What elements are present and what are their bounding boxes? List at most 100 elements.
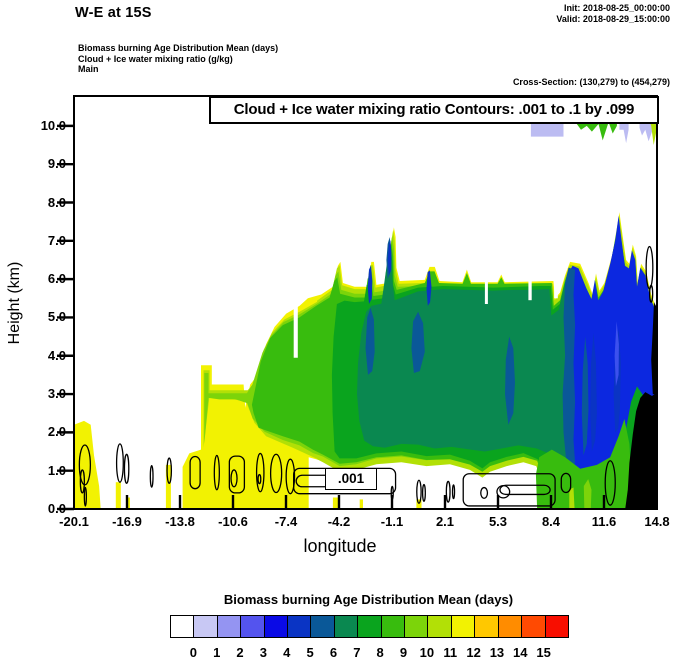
page-title: W-E at 15S (75, 5, 152, 21)
x-tick-label: -7.4 (274, 514, 298, 529)
x-tick-label: -4.2 (327, 514, 351, 529)
contour-blob (230, 469, 238, 488)
region-white-notch-1 (484, 275, 488, 304)
contour-blob (445, 480, 451, 503)
field-descriptions: Biomass burning Age Distribution Mean (d… (78, 43, 278, 75)
colorbar-cell (428, 616, 452, 637)
colorbar-tick-label: 10 (419, 645, 435, 660)
contour-blob (499, 484, 551, 496)
y-tick-label: 3.0 (47, 386, 66, 402)
colorbar-cell (498, 616, 523, 637)
y-tick-label: 4.0 (47, 347, 66, 363)
region-navy-streak-1 (590, 332, 597, 452)
colorbar-tick-label: 12 (466, 645, 481, 660)
field-line-3: Main (78, 64, 99, 74)
y-tick-label: 5.0 (47, 309, 66, 325)
region-teal-streak (581, 336, 589, 456)
contour-blob (560, 472, 572, 494)
contour-blob (115, 443, 124, 483)
y-tick-label: 7.0 (47, 232, 66, 248)
init-time: Init: 2018-08-25_00:00:00 (563, 3, 670, 13)
contour-blob (83, 486, 88, 507)
contour-blob (480, 486, 489, 499)
colorbar-tick-label: 8 (376, 645, 384, 660)
region-navy-sliver-3 (426, 270, 432, 306)
colorbar-cell (405, 616, 429, 637)
region-teal-blue-boundary (562, 267, 576, 473)
contour-blob (269, 453, 283, 494)
colorbar-cell (194, 616, 218, 637)
region-navy-sliver-2 (367, 265, 373, 304)
colorbar-cell (217, 616, 242, 637)
x-tick-label: 2.1 (435, 514, 455, 529)
colorbar-tick-label: 6 (329, 645, 338, 660)
contour-blob (604, 460, 616, 506)
x-tick-label: -13.8 (165, 514, 195, 529)
region-teal-blob-3 (505, 336, 515, 425)
contour-blob (416, 479, 422, 504)
y-tick-label: 6.0 (47, 271, 66, 287)
region-white-notch-4 (293, 302, 298, 358)
colorbar-cell (358, 616, 382, 637)
region-white-notch-2 (528, 275, 532, 301)
x-tick-label: -16.9 (112, 514, 142, 529)
run-times: Init: 2018-08-25_00:00:00 Valid: 2018-08… (556, 3, 670, 25)
contour-blob (149, 465, 154, 488)
contour-blob (451, 484, 456, 500)
x-tick-label: 14.8 (644, 514, 670, 529)
colorbar-cell (334, 616, 359, 637)
contour-blob (648, 284, 654, 303)
field-line-2: Cloud + Ice water mixing ratio (g/kg) (78, 53, 233, 64)
contour-blob (189, 455, 201, 490)
colorbar-cell (311, 616, 335, 637)
colorbar-tick-label: 14 (513, 645, 528, 660)
contour-blob (228, 455, 246, 494)
y-tick-label: 1.0 (47, 462, 66, 478)
colorbar-tick-label: 13 (489, 645, 505, 660)
field-line-1: Biomass burning Age Distribution Mean (d… (78, 43, 279, 53)
y-tick-label: 8.0 (47, 194, 66, 210)
cross-section-coords: Cross-Section: (130,279) to (454,279) (512, 77, 670, 87)
colorbar-cell (381, 616, 406, 637)
colorbar-tick-label: 15 (536, 645, 551, 660)
chart-title-box: Cloud + Ice water mixing ratio Contours:… (209, 96, 659, 124)
valid-time: Valid: 2018-08-29_15:00:00 (556, 14, 670, 24)
contour-blob (166, 457, 173, 484)
region-terrain-black-upper (651, 302, 657, 395)
colorbar-tick-label: 11 (443, 645, 458, 660)
x-tick-label: 5.3 (488, 514, 508, 529)
y-tick-label: 9.0 (47, 156, 66, 172)
region-bottom-right-green-band (535, 419, 632, 509)
x-tick-label: -20.1 (59, 514, 89, 529)
colorbar-tick-label: 5 (306, 645, 314, 660)
colorbar-tick-label: 0 (189, 645, 197, 660)
contour-blob (462, 473, 556, 507)
x-tick-label: 11.6 (591, 514, 617, 529)
contour-blob (645, 245, 654, 290)
x-axis-title: longitude (303, 536, 377, 556)
contour-blob (257, 473, 262, 485)
colorbar-title: Biomass burning Age Distribution Mean (d… (223, 592, 514, 607)
colorbar-tick-label: 2 (236, 645, 244, 660)
x-tick-label: -1.1 (380, 514, 404, 529)
x-tick-label: 8.4 (541, 514, 561, 529)
colorbar-tick-label: 4 (283, 645, 291, 660)
colorbar-cell (451, 616, 476, 637)
colorbar-tick-label: 1 (213, 645, 221, 660)
contour-blob (255, 452, 265, 493)
colorbar-cell (522, 616, 546, 637)
region-navy-spike-sliver (387, 240, 392, 276)
region-royalblue-region (566, 215, 657, 479)
contour-value-label: .001 (325, 468, 377, 490)
y-tick-label: 10.0 (40, 117, 66, 133)
region-bottom-yellowgreen-sliver (569, 487, 575, 509)
contour-blob (79, 469, 86, 494)
region-core-seagreen (357, 242, 610, 474)
region-bottom-lightgreen-sliver (583, 479, 592, 509)
region-teal-blob-1 (365, 307, 375, 375)
region-lightblue-sliver (614, 321, 619, 387)
colorbar-tick-label: 9 (399, 645, 408, 660)
y-axis-title: Height (km) (6, 261, 23, 345)
